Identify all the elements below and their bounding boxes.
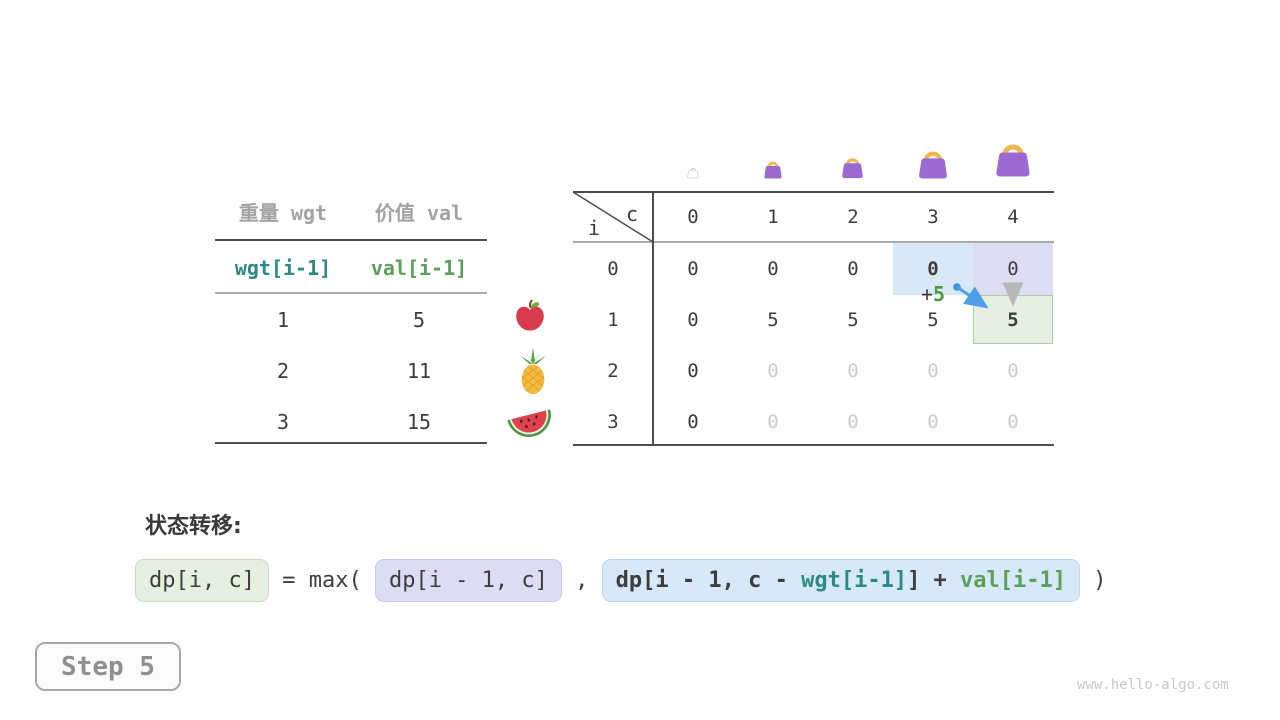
- dp-cell-r2-c1: 0: [767, 359, 779, 382]
- dp-col-header-4: 4: [1007, 206, 1019, 228]
- dp-row-header-3: 3: [607, 410, 619, 433]
- dp-cell-r1-c4: 5: [1007, 308, 1019, 331]
- item-table-header-weight: 重量 wgt: [238, 200, 328, 225]
- bag-large-icon: [912, 139, 954, 181]
- item-row-1-weight: 1: [276, 308, 290, 332]
- dp-cell-r2-c2: 0: [847, 359, 859, 382]
- dp-cell-r0-c0: 0: [687, 257, 699, 280]
- formula-close-paren: ): [1093, 567, 1107, 593]
- dp-col-header-3: 3: [927, 206, 939, 228]
- corner-label-i: i: [588, 216, 601, 240]
- watermelon-icon: [506, 402, 554, 440]
- dp-cell-r1-c1: 5: [767, 308, 779, 331]
- dp-cell-r2-c4: 0: [1007, 359, 1019, 382]
- transition-arrows: [953, 282, 1024, 309]
- formula-lhs-box: dp[i, c]: [135, 558, 269, 602]
- dp-cell-r3-c1: 0: [767, 410, 779, 433]
- dp-cell-r0-c3: 0: [927, 257, 939, 280]
- dp-cell-r1-c3: 5: [927, 308, 939, 331]
- plus-five-annotation: +5: [921, 282, 946, 306]
- dp-cell-r1-c0: 0: [687, 308, 699, 331]
- dp-cell-r2-c3: 0: [927, 359, 939, 382]
- apple-icon: [512, 299, 548, 335]
- item-table-val-index: val[i-1]: [370, 256, 468, 280]
- dp-col-header-1: 1: [767, 206, 779, 228]
- dp-cell-r1-c2: 5: [847, 308, 859, 331]
- dp-col-header-2: 2: [847, 206, 859, 228]
- item-row-3-weight: 3: [276, 410, 290, 434]
- item-table-mid-rule: [215, 292, 487, 294]
- dp-cell-r3-c2: 0: [847, 410, 859, 433]
- item-row-3-value: 15: [406, 410, 432, 434]
- item-row-2-weight: 2: [276, 359, 290, 383]
- dp-cell-r3-c4: 0: [1007, 410, 1019, 433]
- dp-cell-r3-c3: 0: [927, 410, 939, 433]
- item-row-1-value: 5: [412, 308, 426, 332]
- dp-cell-r0-c2: 0: [847, 257, 859, 280]
- watermark: www.hello-algo.com: [1077, 677, 1229, 693]
- dp-table-header-rule: [573, 241, 1054, 243]
- dp-row-header-1: 1: [607, 308, 619, 331]
- bag-xlarge-icon: [988, 128, 1038, 181]
- formula-space: [362, 568, 375, 593]
- state-transition-formula: dp[i, c] = max( dp[i - 1, c] , dp[i - 1,…: [135, 558, 1107, 602]
- dp-table-vertical-rule: [652, 191, 654, 446]
- dp-col-header-0: 0: [687, 206, 699, 228]
- item-table-header-value: 价值 val: [374, 200, 464, 225]
- item-row-2-value: 11: [406, 359, 432, 383]
- dp-table-bottom-rule: [573, 444, 1054, 446]
- dp-row-header-0: 0: [607, 257, 619, 280]
- dp-table-top-rule: [573, 191, 1054, 193]
- dp-cell-r0-c4: 0: [1007, 257, 1019, 280]
- bag-empty-icon: [685, 163, 701, 179]
- step-button[interactable]: Step 5: [35, 642, 181, 691]
- corner-diagonal-line: [573, 192, 653, 242]
- bag-medium-icon: [837, 149, 868, 180]
- dp-row-header-2: 2: [607, 359, 619, 382]
- pineapple-icon: [514, 346, 552, 396]
- formula-arg1-box: dp[i - 1, c]: [374, 558, 562, 602]
- dp-cell-r0-c1: 0: [767, 257, 779, 280]
- bag-small-icon: [760, 154, 786, 180]
- corner-label-c: c: [626, 202, 639, 226]
- diagonal-arrow: [956, 285, 989, 309]
- formula-equals: =: [282, 567, 296, 593]
- formula-comma: ,: [575, 567, 589, 593]
- dp-cell-r2-c0: 0: [687, 359, 699, 382]
- formula-max-open: max(: [308, 567, 362, 593]
- formula-arg2-box: dp[i - 1, c - wgt[i-1]] + val[i-1]: [601, 558, 1081, 602]
- state-transition-label: 状态转移:: [145, 514, 242, 539]
- item-table-bottom-rule: [215, 442, 487, 444]
- item-table-wgt-index: wgt[i-1]: [234, 256, 332, 280]
- dp-cell-r3-c0: 0: [687, 410, 699, 433]
- item-table-top-rule: [215, 239, 487, 241]
